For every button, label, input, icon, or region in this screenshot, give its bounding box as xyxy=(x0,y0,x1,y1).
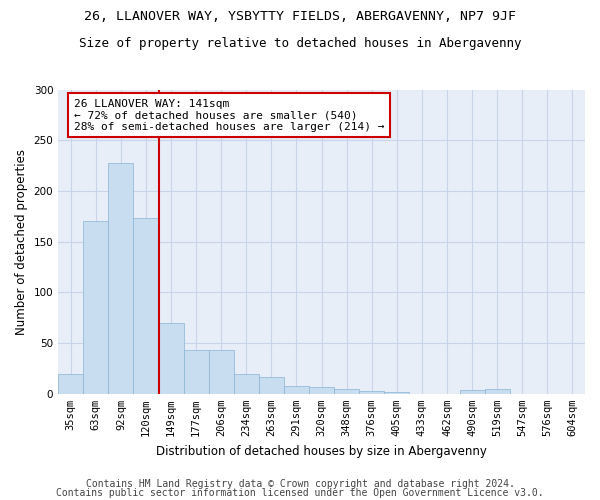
Bar xyxy=(83,222,109,394)
Bar xyxy=(158,323,184,394)
Text: Contains HM Land Registry data © Crown copyright and database right 2024.: Contains HM Land Registry data © Crown c… xyxy=(86,479,514,489)
Y-axis label: Number of detached properties: Number of detached properties xyxy=(15,148,28,334)
Bar xyxy=(234,374,259,394)
Bar xyxy=(259,376,284,394)
Bar xyxy=(359,391,385,394)
X-axis label: Distribution of detached houses by size in Abergavenny: Distribution of detached houses by size … xyxy=(156,444,487,458)
Bar xyxy=(133,218,158,394)
Bar xyxy=(385,392,409,394)
Bar xyxy=(334,388,359,394)
Bar xyxy=(309,386,334,394)
Bar xyxy=(485,388,510,394)
Text: Contains public sector information licensed under the Open Government Licence v3: Contains public sector information licen… xyxy=(56,488,544,498)
Bar xyxy=(460,390,485,394)
Bar xyxy=(58,374,83,394)
Bar xyxy=(209,350,234,394)
Text: Size of property relative to detached houses in Abergavenny: Size of property relative to detached ho… xyxy=(79,38,521,51)
Bar xyxy=(109,162,133,394)
Bar xyxy=(184,350,209,394)
Text: 26, LLANOVER WAY, YSBYTTY FIELDS, ABERGAVENNY, NP7 9JF: 26, LLANOVER WAY, YSBYTTY FIELDS, ABERGA… xyxy=(84,10,516,23)
Text: 26 LLANOVER WAY: 141sqm
← 72% of detached houses are smaller (540)
28% of semi-d: 26 LLANOVER WAY: 141sqm ← 72% of detache… xyxy=(74,98,385,132)
Bar xyxy=(284,386,309,394)
